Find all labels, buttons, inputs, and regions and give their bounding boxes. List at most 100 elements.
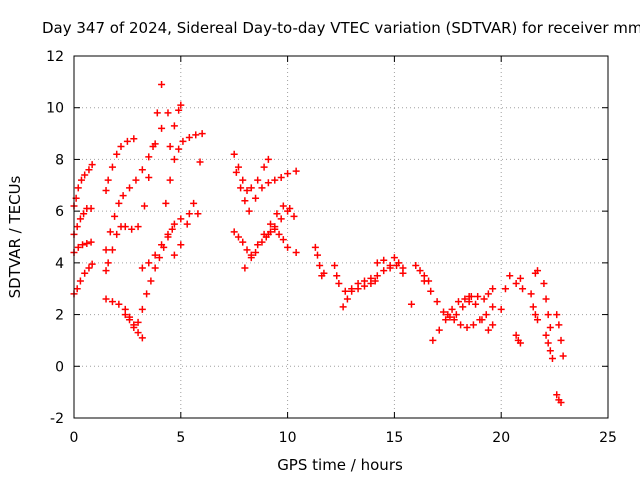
data-point [354,280,362,288]
x-tick-label: 0 [70,430,79,446]
x-tick-label: 5 [176,430,185,446]
data-point [140,202,148,210]
data-point [175,145,183,153]
data-point [190,199,198,207]
data-point [542,331,550,339]
data-point [121,223,129,231]
y-tick-label: 10 [46,101,64,117]
data-point [448,305,456,313]
series-arc-ab [465,292,497,334]
series-arc-m [170,158,204,259]
data-point [399,269,407,277]
series-arc-x [407,261,433,308]
data-point [292,167,300,175]
data-point [516,274,524,282]
data-point [371,277,379,285]
data-point [164,230,172,238]
data-point [429,336,437,344]
data-point [286,205,294,213]
data-point [557,336,565,344]
data-point [192,131,200,139]
data-point [553,311,561,319]
data-point [158,124,166,132]
x-tick-label: 25 [599,430,617,446]
y-tick-label: 0 [55,359,64,375]
data-point [237,184,245,192]
data-point [277,215,285,223]
data-point [386,261,394,269]
x-tick-label: 10 [279,430,297,446]
data-point [489,303,497,311]
data-point [247,184,255,192]
data-points [70,80,567,406]
data-point [138,264,146,272]
data-point [128,225,136,233]
data-point [450,316,458,324]
y-tick-labels: -2 0 2 4 6 8 10 12 [46,49,64,427]
series-arc-o [232,167,300,215]
data-point [314,251,322,259]
data-point [83,239,91,247]
data-point [277,174,285,182]
y-tick-label: 12 [46,49,64,65]
data-point [81,269,89,277]
data-point [153,109,161,117]
data-point [113,230,121,238]
data-point [87,238,95,246]
data-point [380,267,388,275]
data-point [88,260,96,268]
data-point [196,158,204,166]
data-point [331,261,339,269]
data-point [145,153,153,161]
series-arc-v [341,261,407,295]
data-point [183,220,191,228]
data-point [254,176,262,184]
data-point [166,143,174,150]
data-point [444,311,452,319]
data-point [194,210,202,218]
data-point [279,236,287,244]
data-point [484,326,492,334]
series-arc-n [230,150,272,194]
data-point [290,212,298,220]
data-point [158,80,166,88]
data-point [73,285,81,293]
data-point [151,264,159,272]
data-point [501,285,509,293]
x-tick-label: 20 [492,430,510,446]
data-point [395,259,403,267]
data-point [360,277,368,285]
data-point [267,220,275,228]
data-point [102,295,110,303]
series-arc-f [102,109,172,254]
data-point [465,292,473,300]
data-point [130,135,138,143]
data-point [143,290,151,298]
series-arc-ad [497,272,514,313]
y-tick-label: 8 [55,152,64,168]
y-tick-label: 6 [55,204,64,220]
data-point [440,308,448,316]
data-point [76,215,84,223]
data-point [132,176,140,184]
data-point [230,228,238,236]
data-point [85,166,93,174]
data-point [123,137,131,145]
data-point [170,251,178,259]
data-point [185,210,193,218]
data-point [108,298,116,306]
series-arc-w [373,254,407,277]
data-point [412,261,420,269]
series-arc-s [311,243,328,280]
data-point [484,290,492,298]
data-point [472,300,480,308]
data-point [497,305,505,313]
data-point [177,241,185,249]
data-point [108,246,116,254]
data-point [435,326,443,334]
data-point [130,324,138,331]
data-point [516,339,524,347]
series-arc-ac [480,285,497,303]
data-point [230,150,238,158]
